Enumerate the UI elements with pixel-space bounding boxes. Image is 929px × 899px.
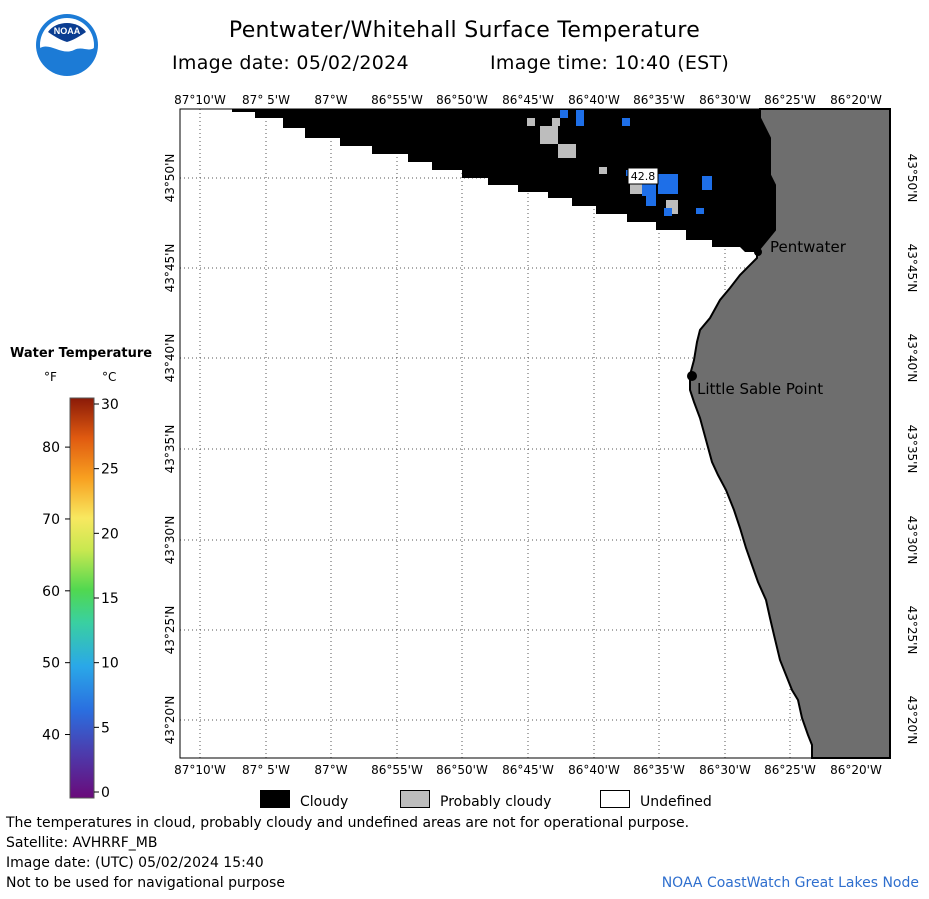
probably-cloudy-key-label: Probably cloudy bbox=[440, 794, 552, 810]
map-frame bbox=[179, 108, 891, 759]
latitude-labels-left: 43°50'N 43°45'N 43°40'N 43°35'N 43°30'N 43°25… bbox=[163, 154, 177, 745]
noaa-logo: NOAA bbox=[36, 14, 98, 76]
pentwater-marker bbox=[754, 248, 762, 256]
celsius-tick-label: 25 bbox=[101, 462, 119, 478]
latitude-labels-right: 43°50'N 43°45'N 43°40'N 43°35'N 43°30'N 43°25… bbox=[905, 154, 919, 745]
fahrenheit-tick-label: 50 bbox=[42, 656, 60, 672]
unit-celsius: °C bbox=[102, 370, 117, 384]
undefined-swatch bbox=[600, 790, 630, 808]
fahrenheit-tick-label: 40 bbox=[42, 728, 60, 744]
image-date: Image date: 05/02/2024 bbox=[172, 52, 409, 74]
latitude-label: 43°30'N bbox=[163, 516, 177, 565]
longitude-label: 86°20'W bbox=[830, 763, 882, 777]
fahrenheit-tick-label: 70 bbox=[42, 512, 60, 528]
latitude-label: 43°25'N bbox=[163, 606, 177, 655]
map-title: Pentwater/Whitehall Surface Temperature bbox=[228, 18, 701, 43]
longitude-label: 86°20'W bbox=[830, 93, 882, 107]
latitude-label: 43°30'N bbox=[905, 516, 919, 565]
longitude-label: 86°55'W bbox=[371, 93, 423, 107]
latitude-label: 43°20'N bbox=[905, 696, 919, 745]
footer-disclaimer: The temperatures in cloud, probably clou… bbox=[6, 815, 690, 831]
temperature-label-box bbox=[627, 167, 659, 185]
longitude-label: 86°25'W bbox=[764, 763, 816, 777]
latitude-label: 43°20'N bbox=[163, 696, 177, 745]
fahrenheit-tick-label: 60 bbox=[42, 584, 60, 600]
longitude-label: 86°25'W bbox=[764, 93, 816, 107]
longitude-label: 86°50'W bbox=[436, 93, 488, 107]
undefined-key-label: Undefined bbox=[640, 794, 712, 810]
little-sable-point-marker bbox=[687, 371, 697, 381]
longitude-label: 87°10'W bbox=[174, 93, 226, 107]
latitude-label: 43°45'N bbox=[163, 244, 177, 293]
latitude-label: 43°35'N bbox=[905, 425, 919, 474]
footer-utc-date: Image date: (UTC) 05/02/2024 15:40 bbox=[6, 855, 264, 871]
celsius-tick-label: 30 bbox=[101, 397, 119, 413]
cloudy-swatch bbox=[260, 790, 290, 808]
longitude-label: 87°10'W bbox=[174, 763, 226, 777]
longitude-label: 86°30'W bbox=[699, 93, 751, 107]
longitude-label: 86°30'W bbox=[699, 763, 751, 777]
fahrenheit-tick-label: 80 bbox=[42, 440, 60, 456]
celsius-ticks: 30 25 20 15 10 5 0 bbox=[94, 397, 119, 801]
longitude-label: 87° 5'W bbox=[242, 763, 290, 777]
longitude-label: 87° 5'W bbox=[242, 93, 290, 107]
image-time: Image time: 10:40 (EST) bbox=[490, 52, 730, 74]
celsius-tick-label: 10 bbox=[101, 656, 119, 672]
longitude-label: 87°W bbox=[314, 763, 347, 777]
fahrenheit-ticks: 80 70 60 50 40 bbox=[42, 440, 70, 744]
longitude-label: 86°40'W bbox=[568, 763, 620, 777]
footer-navigation-note: Not to be used for navigational purpose bbox=[6, 875, 285, 891]
latitude-label: 43°40'N bbox=[163, 334, 177, 383]
logo-text: NOAA bbox=[54, 26, 81, 36]
longitude-label: 86°45'W bbox=[502, 763, 554, 777]
latitude-label: 43°25'N bbox=[905, 606, 919, 655]
probably-cloudy-swatch bbox=[400, 790, 430, 808]
latitude-label: 43°50'N bbox=[905, 154, 919, 203]
footer-credit: NOAA CoastWatch Great Lakes Node bbox=[661, 875, 919, 891]
celsius-tick-label: 5 bbox=[101, 720, 110, 736]
celsius-tick-label: 15 bbox=[101, 591, 119, 607]
place-label-little-sable-point: Little Sable Point bbox=[697, 380, 823, 398]
latitude-label: 43°40'N bbox=[905, 334, 919, 383]
unit-fahrenheit: °F bbox=[44, 370, 57, 384]
footer-satellite: Satellite: AVHRRF_MB bbox=[6, 835, 158, 851]
latitude-label: 43°50'N bbox=[163, 154, 177, 203]
longitude-label: 86°45'W bbox=[502, 93, 554, 107]
cloudy-key-label: Cloudy bbox=[300, 794, 349, 810]
cloud-mask bbox=[232, 109, 775, 252]
longitude-label: 86°40'W bbox=[568, 93, 620, 107]
temperature-label: 42.8 bbox=[631, 170, 656, 183]
legend-title: Water Temperature bbox=[10, 346, 153, 361]
longitude-labels-bottom: 87°10'W 87° 5'W 87°W 86°55'W 86°50'W 86°45'W 8… bbox=[174, 763, 882, 777]
land-area bbox=[689, 108, 891, 759]
longitude-label: 86°35'W bbox=[633, 763, 685, 777]
celsius-tick-label: 0 bbox=[101, 785, 110, 801]
place-label-pentwater: Pentwater bbox=[770, 238, 847, 256]
longitude-label: 87°W bbox=[314, 93, 347, 107]
longitude-labels-top: 87°10'W 87° 5'W 87°W 86°55'W 86°50'W 86°45'W 8… bbox=[174, 93, 882, 107]
longitude-label: 86°55'W bbox=[371, 763, 423, 777]
latitude-label: 43°35'N bbox=[163, 425, 177, 474]
celsius-tick-label: 20 bbox=[101, 526, 119, 542]
longitude-label: 86°50'W bbox=[436, 763, 488, 777]
temperature-color-bar bbox=[69, 397, 95, 799]
latitude-label: 43°45'N bbox=[905, 244, 919, 293]
longitude-label: 86°35'W bbox=[633, 93, 685, 107]
